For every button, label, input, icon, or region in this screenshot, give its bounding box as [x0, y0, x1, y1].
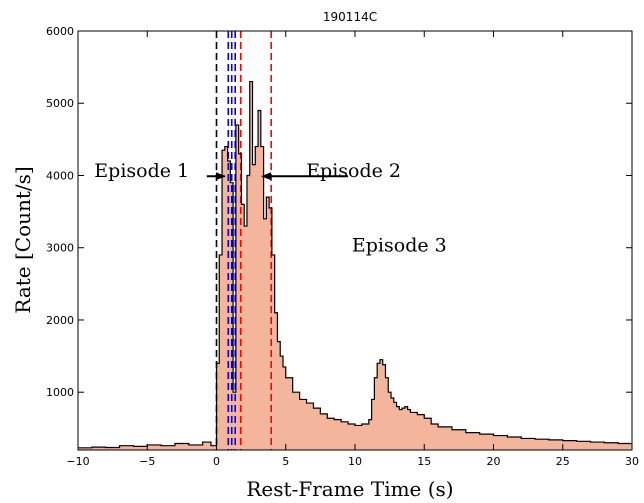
episode-label: Episode 3	[352, 234, 447, 256]
y-axis-ticks: 1000 2000 3000 4000 5000 6000	[46, 25, 632, 399]
x-tick-label: 10	[348, 455, 362, 468]
x-axis-label: Rest-Frame Time (s)	[246, 477, 453, 501]
chart-title: 190114C	[323, 10, 377, 24]
episode-label: Episode 2	[306, 160, 401, 182]
rate-histogram-line	[78, 82, 632, 448]
y-tick-label: 4000	[46, 169, 74, 182]
y-tick-label: 1000	[46, 386, 74, 399]
x-tick-label: −5	[139, 455, 155, 468]
y-tick-label: 6000	[46, 25, 74, 38]
rate-area-fill	[78, 82, 632, 450]
x-tick-label: 25	[556, 455, 570, 468]
x-tick-label: −10	[66, 455, 89, 468]
y-tick-label: 2000	[46, 314, 74, 327]
y-tick-label: 5000	[46, 97, 74, 110]
x-tick-label: 15	[417, 455, 431, 468]
x-tick-label: 0	[213, 455, 220, 468]
x-tick-label: 5	[282, 455, 289, 468]
y-tick-label: 3000	[46, 242, 74, 255]
y-axis-label: Rate [Count/s]	[11, 166, 35, 313]
episode-label: Episode 1	[94, 160, 189, 182]
x-tick-label: 30	[625, 455, 639, 468]
x-tick-label: 20	[487, 455, 501, 468]
